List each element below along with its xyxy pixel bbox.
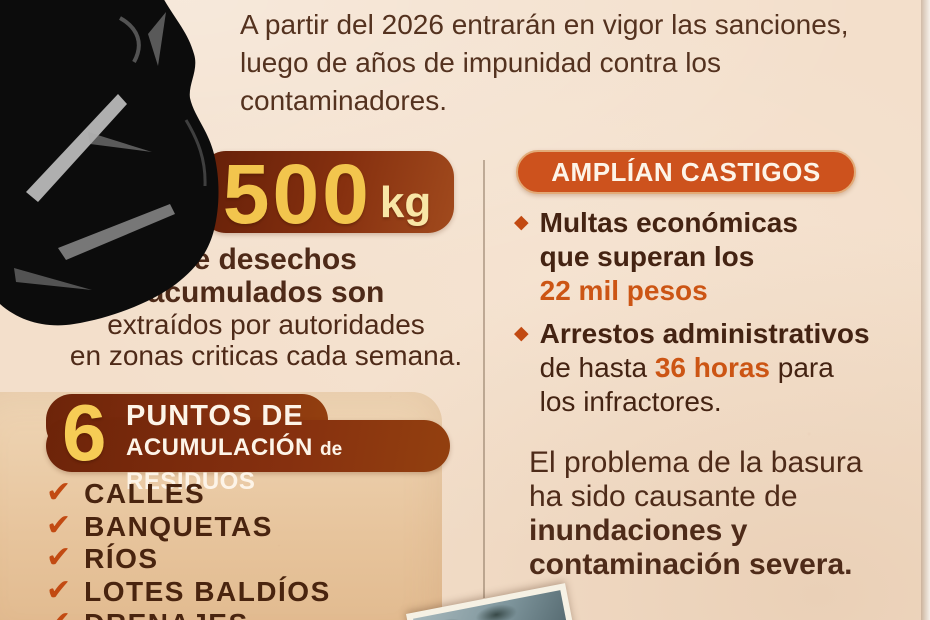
stat-value: 500 — [222, 147, 372, 241]
stat-caption-line-3: extraídos por autoridades — [107, 309, 425, 340]
check-icon: ✔ — [46, 476, 72, 510]
accumulation-checklist: ✔ CALLES ✔ BANQUETAS ✔ RÍOS ✔ LOTES BALD… — [46, 478, 331, 620]
bullet-fines-line-1: Multas económicas — [539, 207, 798, 238]
bullet-arrests-hours: 36 horas — [654, 352, 770, 383]
bullet-arrests: ◆ Arrestos administrativos de hasta 36 h… — [514, 317, 918, 419]
accumulation-title-de: de — [319, 439, 343, 460]
bullet-arrests-line-2: de hasta 36 horas para — [540, 351, 870, 385]
list-item-label: LOTES BALDÍOS — [84, 575, 331, 607]
bullet-arrests-line-2-post: para — [770, 352, 834, 383]
punishments-header-pill: AMPLÍAN CASTIGOS — [516, 150, 856, 194]
check-icon: ✔ — [46, 573, 72, 607]
bullet-fines-text: Multas económicas que superan los 22 mil… — [540, 206, 798, 308]
list-item: ✔ BANQUETAS — [46, 508, 331, 544]
diamond-bullet-icon: ◆ — [514, 212, 529, 233]
check-icon: ✔ — [46, 508, 72, 542]
list-item: ✔ RÍOS — [46, 543, 331, 576]
intro-line-1: A partir del 2026 entrarán en vigor las … — [240, 9, 849, 40]
stat-unit: kg — [379, 178, 432, 227]
bullet-arrests-text: Arrestos administrativos de hasta 36 hor… — [540, 317, 870, 419]
accumulation-title-end: RESIDUOS — [126, 468, 256, 495]
list-item: ✔ DRENAJES — [46, 608, 331, 620]
accumulation-title: PUNTOS DE ACUMULACIÓN de RESIDUOS — [126, 400, 450, 498]
trash-bag-image — [0, 0, 219, 326]
closing-line-2: ha sido causante de — [529, 480, 798, 513]
accumulation-header-badge: 6 PUNTOS DE ACUMULACIÓN de RESIDUOS — [46, 388, 450, 495]
list-item-label: DRENAJES — [84, 608, 248, 620]
stat-caption-line-2: acumulados son — [147, 276, 385, 309]
intro-line-3: contaminadores. — [240, 85, 448, 116]
bullet-arrests-line-2-pre: de hasta — [539, 352, 655, 383]
check-icon: ✔ — [46, 541, 72, 575]
paper-edge — [921, 0, 930, 620]
check-icon: ✔ — [46, 608, 71, 620]
closing-line-1: El problema de la basura — [529, 446, 863, 479]
bullet-fines-amount: 22 mil pesos — [539, 275, 708, 306]
list-item-label: BANQUETAS — [84, 510, 273, 542]
closing-line-4: contaminación severa. — [529, 548, 853, 581]
intro-line-2: luego de años de impunidad contra los — [240, 47, 722, 78]
bullet-fines-line-2: que superan los — [539, 241, 755, 272]
accumulation-title-line-1: PUNTOS DE — [126, 400, 304, 432]
closing-line-3: inundaciones y — [529, 514, 748, 547]
badge-shape-bottom — [46, 420, 450, 472]
accumulation-title-main: ACUMULACIÓN — [126, 434, 313, 461]
stat-caption-line-4: en zonas criticas cada semana. — [69, 340, 463, 371]
diamond-bullet-icon: ◆ — [514, 323, 529, 344]
accumulation-title-line-2: ACUMULACIÓN de RESIDUOS — [126, 432, 450, 498]
list-item: ✔ LOTES BALDÍOS — [46, 573, 331, 609]
accumulation-count: 6 — [62, 388, 107, 477]
list-item-label: CALLES — [84, 478, 206, 510]
column-divider — [483, 160, 485, 598]
bullet-fines: ◆ Multas económicas que superan los 22 m… — [514, 206, 918, 308]
stat-caption: de desechos acumulados son extraídos por… — [52, 243, 480, 371]
bullet-arrests-line-1: Arrestos administrativos — [539, 318, 870, 349]
stat-badge-500kg: 500 kg — [200, 147, 454, 241]
closing-paragraph: El problema de la basura ha sido causant… — [529, 446, 919, 582]
list-item: ✔ CALLES — [46, 478, 331, 511]
bullet-arrests-line-3: los infractores. — [539, 386, 722, 417]
list-item-label: RÍOS — [84, 543, 159, 575]
punishments-header-label: AMPLÍAN CASTIGOS — [551, 156, 821, 187]
intro-paragraph: A partir del 2026 entrarán en vigor las … — [240, 6, 926, 120]
